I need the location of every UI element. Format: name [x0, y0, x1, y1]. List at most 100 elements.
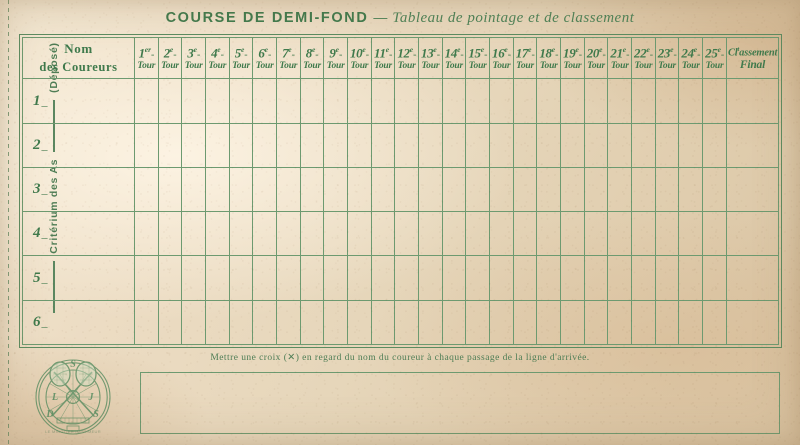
cell-row6-tour9[interactable]: [323, 299, 349, 346]
cell-row2-tour2[interactable]: [157, 122, 183, 168]
cell-row6-tour11[interactable]: [370, 299, 396, 346]
cell-row1-tour23[interactable]: [654, 78, 680, 124]
row-name-cell-3[interactable]: 3_: [22, 166, 135, 213]
cell-row3-tour17[interactable]: [512, 166, 538, 213]
cell-row5-tour13[interactable]: [418, 255, 443, 301]
cell-row4-tour11[interactable]: [370, 211, 396, 257]
cell-row4-tour4[interactable]: [205, 211, 230, 257]
cell-row6-tour23[interactable]: [654, 299, 680, 346]
cell-row6-tour21[interactable]: [607, 299, 633, 346]
cell-row5-tour20[interactable]: [583, 255, 609, 301]
cell-row3-tour24[interactable]: [678, 166, 704, 213]
cell-row3-tour20[interactable]: [583, 166, 609, 213]
cell-row1-classement-final[interactable]: [726, 78, 779, 124]
cell-row5-tour19[interactable]: [560, 255, 585, 301]
cell-row1-tour7[interactable]: [276, 78, 301, 124]
cell-row3-tour1[interactable]: [134, 166, 159, 213]
cell-row5-tour22[interactable]: [631, 255, 656, 301]
cell-row4-tour8[interactable]: [299, 211, 325, 257]
cell-row2-tour14[interactable]: [441, 122, 467, 168]
cell-row1-tour13[interactable]: [418, 78, 443, 124]
cell-row2-tour25[interactable]: [702, 122, 727, 168]
cell-row2-tour3[interactable]: [181, 122, 207, 168]
cell-row3-tour8[interactable]: [299, 166, 325, 213]
cell-row3-tour19[interactable]: [560, 166, 585, 213]
cell-row4-tour2[interactable]: [157, 211, 183, 257]
cell-row3-tour14[interactable]: [441, 166, 467, 213]
cell-row3-tour12[interactable]: [394, 166, 420, 213]
cell-row5-tour4[interactable]: [205, 255, 230, 301]
cell-row3-tour7[interactable]: [276, 166, 301, 213]
cell-row1-tour14[interactable]: [441, 78, 467, 124]
cell-row3-classement-final[interactable]: [726, 166, 779, 213]
cell-row3-tour10[interactable]: [347, 166, 372, 213]
cell-row4-tour21[interactable]: [607, 211, 633, 257]
cell-row4-tour14[interactable]: [441, 211, 467, 257]
cell-row1-tour17[interactable]: [512, 78, 538, 124]
cell-row4-tour22[interactable]: [631, 211, 656, 257]
cell-row4-tour16[interactable]: [489, 211, 514, 257]
remarks-box[interactable]: [140, 372, 780, 434]
cell-row5-tour2[interactable]: [157, 255, 183, 301]
cell-row6-tour22[interactable]: [631, 299, 656, 346]
cell-row4-tour1[interactable]: [134, 211, 159, 257]
cell-row1-tour16[interactable]: [489, 78, 514, 124]
cell-row4-tour10[interactable]: [347, 211, 372, 257]
cell-row1-tour15[interactable]: [465, 78, 491, 124]
cell-row4-tour17[interactable]: [512, 211, 538, 257]
cell-row1-tour19[interactable]: [560, 78, 585, 124]
cell-row2-tour4[interactable]: [205, 122, 230, 168]
cell-row4-tour6[interactable]: [252, 211, 278, 257]
cell-row1-tour4[interactable]: [205, 78, 230, 124]
cell-row6-tour8[interactable]: [299, 299, 325, 346]
cell-row6-tour3[interactable]: [181, 299, 207, 346]
cell-row2-tour17[interactable]: [512, 122, 538, 168]
cell-row4-tour25[interactable]: [702, 211, 727, 257]
cell-row2-tour15[interactable]: [465, 122, 491, 168]
cell-row5-tour6[interactable]: [252, 255, 278, 301]
cell-row1-tour20[interactable]: [583, 78, 609, 124]
cell-row5-tour24[interactable]: [678, 255, 704, 301]
cell-row4-tour9[interactable]: [323, 211, 349, 257]
cell-row1-tour5[interactable]: [228, 78, 254, 124]
cell-row2-tour10[interactable]: [347, 122, 372, 168]
cell-row6-tour14[interactable]: [441, 299, 467, 346]
cell-row5-tour17[interactable]: [512, 255, 538, 301]
cell-row6-classement-final[interactable]: [726, 299, 779, 346]
cell-row6-tour12[interactable]: [394, 299, 420, 346]
cell-row4-tour19[interactable]: [560, 211, 585, 257]
cell-row5-tour1[interactable]: [134, 255, 159, 301]
cell-row6-tour24[interactable]: [678, 299, 704, 346]
cell-row4-tour7[interactable]: [276, 211, 301, 257]
cell-row5-tour18[interactable]: [536, 255, 562, 301]
cell-row3-tour18[interactable]: [536, 166, 562, 213]
cell-row3-tour25[interactable]: [702, 166, 727, 213]
cell-row6-tour2[interactable]: [157, 299, 183, 346]
cell-row3-tour2[interactable]: [157, 166, 183, 213]
row-name-cell-1[interactable]: 1_: [22, 78, 135, 124]
cell-row6-tour19[interactable]: [560, 299, 585, 346]
cell-row3-tour4[interactable]: [205, 166, 230, 213]
cell-row6-tour15[interactable]: [465, 299, 491, 346]
cell-row6-tour17[interactable]: [512, 299, 538, 346]
cell-row5-tour7[interactable]: [276, 255, 301, 301]
cell-row4-tour3[interactable]: [181, 211, 207, 257]
cell-row2-classement-final[interactable]: [726, 122, 779, 168]
cell-row1-tour11[interactable]: [370, 78, 396, 124]
row-name-cell-2[interactable]: 2_: [22, 122, 135, 168]
cell-row2-tour7[interactable]: [276, 122, 301, 168]
cell-row2-tour24[interactable]: [678, 122, 704, 168]
cell-row4-tour20[interactable]: [583, 211, 609, 257]
cell-row6-tour6[interactable]: [252, 299, 278, 346]
cell-row1-tour1[interactable]: [134, 78, 159, 124]
cell-row3-tour6[interactable]: [252, 166, 278, 213]
cell-row6-tour25[interactable]: [702, 299, 727, 346]
cell-row1-tour12[interactable]: [394, 78, 420, 124]
cell-row2-tour16[interactable]: [489, 122, 514, 168]
cell-row3-tour23[interactable]: [654, 166, 680, 213]
row-name-cell-5[interactable]: 5_: [22, 255, 135, 301]
cell-row1-tour9[interactable]: [323, 78, 349, 124]
cell-row3-tour22[interactable]: [631, 166, 656, 213]
cell-row4-tour18[interactable]: [536, 211, 562, 257]
cell-row1-tour22[interactable]: [631, 78, 656, 124]
